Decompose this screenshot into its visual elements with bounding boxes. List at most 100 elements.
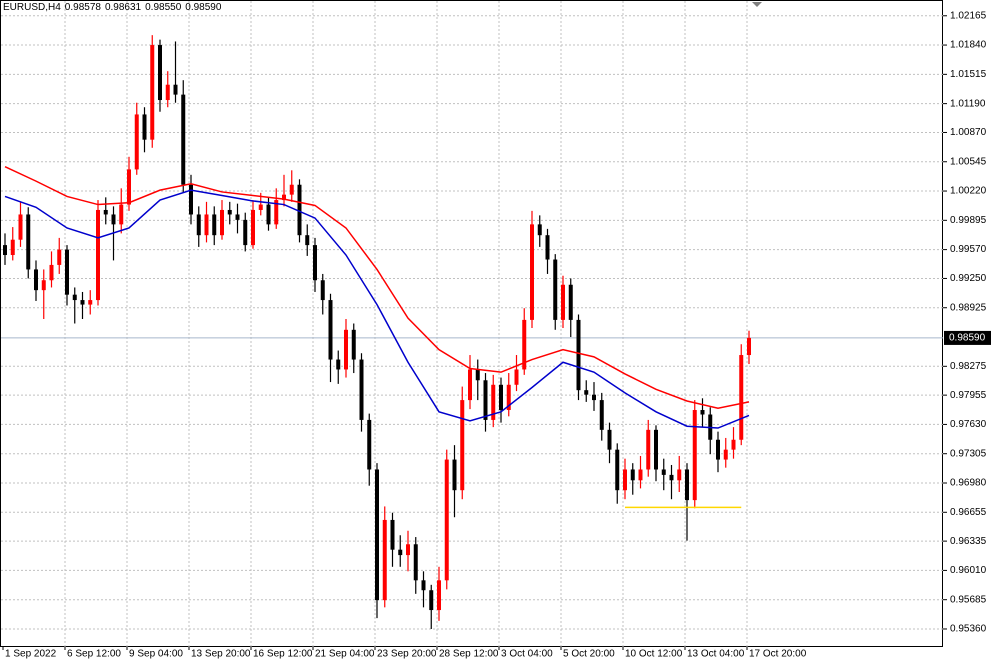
candle-body <box>460 400 465 491</box>
candle-body <box>127 169 131 205</box>
candle-body <box>220 209 224 236</box>
x-tick-label: 21 Sep 04:00 <box>315 649 375 660</box>
y-tick-label: 1.00220 <box>950 186 987 197</box>
candle-body <box>189 184 193 215</box>
candle-body <box>305 235 310 246</box>
candle-body <box>437 580 441 611</box>
candle-body <box>723 449 728 460</box>
candle-body <box>49 264 54 281</box>
candle-body <box>739 355 744 440</box>
candle-body <box>227 209 232 215</box>
candle-body <box>677 469 682 481</box>
candle-body <box>747 337 751 356</box>
candle-body <box>630 469 635 481</box>
candle-body <box>158 45 162 101</box>
x-tick-label: 9 Sep 04:00 <box>129 649 183 660</box>
moving-average <box>4 189 750 429</box>
candle-body <box>576 319 581 391</box>
candle-body <box>18 214 23 240</box>
y-tick-label: 1.01840 <box>950 40 987 51</box>
candle-body <box>390 519 395 550</box>
candle-body <box>553 259 558 320</box>
candle-body <box>406 544 410 556</box>
candle-body <box>274 200 279 225</box>
candle-body <box>119 204 124 225</box>
candle-body <box>499 384 503 411</box>
candle-body <box>692 410 697 501</box>
y-tick-label: 0.97955 <box>950 390 987 401</box>
candle-body <box>685 469 689 501</box>
candle-body <box>638 469 643 481</box>
candle-body <box>483 380 488 420</box>
candle-body <box>134 114 139 170</box>
candle-body <box>297 184 302 236</box>
candle-body <box>196 214 201 236</box>
candle-body <box>41 280 46 291</box>
ohlc-low: 0.98550 <box>145 2 182 13</box>
candle-body <box>212 214 217 236</box>
x-tick-label: 1 Sep 2022 <box>5 649 57 660</box>
candle-body <box>669 474 674 481</box>
candle-body <box>506 384 511 411</box>
candle-body <box>654 429 658 470</box>
candle-body <box>181 94 186 185</box>
candle-body <box>251 209 255 246</box>
candle-body <box>599 400 604 430</box>
candle-body <box>96 209 100 301</box>
x-tick-label: 5 Oct 20:00 <box>563 649 615 660</box>
y-tick-label: 1.02165 <box>950 10 987 21</box>
candle-body <box>243 219 248 246</box>
candle-body <box>716 439 720 460</box>
y-tick-label: 0.96655 <box>950 507 987 518</box>
candle-body <box>266 204 271 225</box>
ohlc-high: 0.98631 <box>104 2 142 13</box>
candle-body <box>344 329 348 370</box>
y-tick-label: 0.96980 <box>950 478 987 489</box>
candle-body <box>351 329 356 360</box>
candle-body <box>26 214 31 270</box>
candle-body <box>592 394 596 401</box>
y-tick-label: 0.99570 <box>950 244 987 255</box>
candle-body <box>475 369 480 381</box>
last-price-label: 0.98590 <box>949 333 986 344</box>
x-tick-label: 17 Oct 20:00 <box>749 649 807 660</box>
candle-body <box>282 194 286 201</box>
x-tick-label: 3 Oct 04:00 <box>501 649 553 660</box>
candle-body <box>80 300 85 305</box>
y-tick-label: 1.01515 <box>950 69 987 80</box>
y-tick-label: 1.01190 <box>950 98 986 109</box>
last-price-box <box>944 330 991 345</box>
y-tick-label: 0.96010 <box>950 565 987 576</box>
candle-body <box>537 224 542 236</box>
y-tick-label: 0.95685 <box>950 594 987 605</box>
candle-body <box>328 300 333 360</box>
candle-body <box>646 429 651 470</box>
x-tick-label: 16 Sep 12:00 <box>253 649 313 660</box>
candle-body <box>258 204 263 210</box>
candle-body <box>289 184 294 195</box>
y-tick-label: 0.98275 <box>950 361 987 372</box>
candle-body <box>514 369 519 385</box>
candle-body <box>313 245 317 281</box>
candle-body <box>615 449 620 491</box>
y-tick-label: 0.97305 <box>950 448 987 459</box>
y-tick-label: 0.97630 <box>950 419 987 430</box>
candle-body <box>359 359 364 420</box>
x-tick-label: 10 Oct 12:00 <box>625 649 683 660</box>
candle-body <box>561 284 565 320</box>
candle-body <box>421 580 426 591</box>
x-tick-label: 28 Sep 12:00 <box>439 649 499 660</box>
x-tick-label: 13 Oct 04:00 <box>687 649 745 660</box>
candle-body <box>623 469 627 491</box>
candle-body <box>545 235 550 260</box>
candle-body <box>142 114 147 140</box>
plot-frame <box>0 0 943 647</box>
candle-body <box>72 294 77 301</box>
y-tick-label: 1.00870 <box>950 127 987 138</box>
x-tick-label: 13 Sep 20:00 <box>191 649 251 660</box>
candle-body <box>661 469 666 475</box>
candle-body <box>103 209 108 215</box>
y-tick-label: 0.96335 <box>950 536 987 547</box>
